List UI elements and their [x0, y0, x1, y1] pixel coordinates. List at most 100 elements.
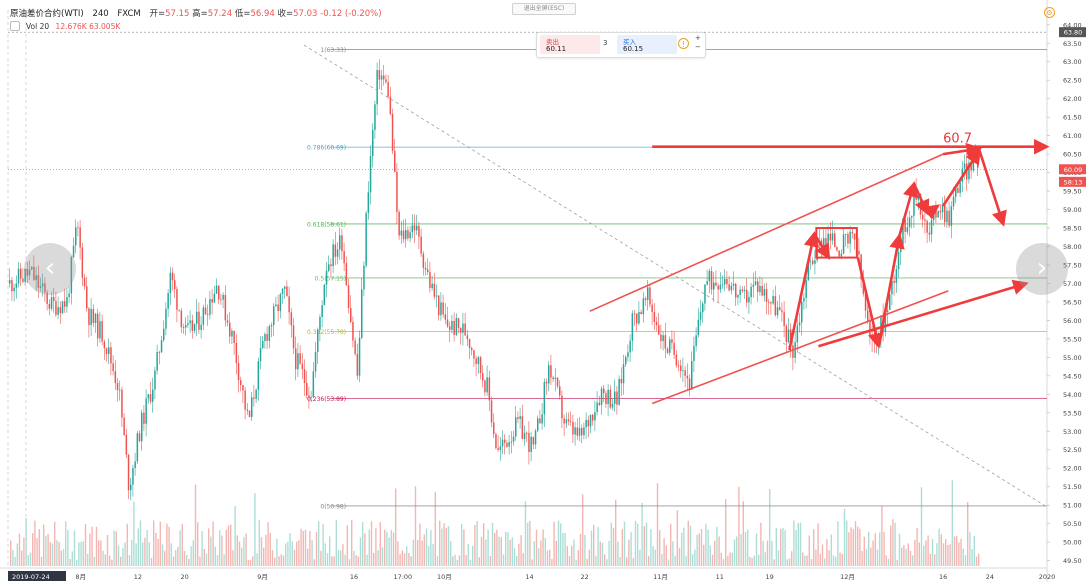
- sell-price: 60.11: [546, 45, 567, 53]
- candle-body: [391, 113, 394, 151]
- volume-bar: [463, 529, 465, 566]
- volume-bar: [452, 556, 454, 566]
- candle-body: [827, 233, 829, 245]
- exit-fullscreen-button[interactable]: 退出全屏(ESC): [512, 3, 576, 15]
- scroll-left-button[interactable]: ‹: [24, 243, 76, 295]
- candle-body: [59, 307, 62, 314]
- candle-body: [884, 312, 887, 333]
- volume-bar: [370, 521, 373, 566]
- sell-label: 卖出: [546, 38, 559, 46]
- volume-bar: [183, 551, 186, 566]
- volume-bar: [830, 534, 832, 566]
- volume-bar: [280, 554, 282, 566]
- candle-body: [862, 279, 865, 294]
- candle-body: [732, 283, 735, 286]
- volume-bar: [788, 558, 791, 566]
- annotation-label: 60.7: [943, 132, 972, 147]
- volume-bar: [34, 520, 36, 566]
- volume-bar: [643, 526, 645, 566]
- candle-body: [57, 307, 59, 315]
- candle-body: [220, 299, 222, 301]
- volume-bar: [131, 540, 133, 566]
- volume-bar: [553, 521, 555, 566]
- x-tick-label: 2019-07-24: [12, 573, 50, 581]
- volume-bar: [214, 546, 216, 566]
- volume-bar: [885, 555, 887, 566]
- volume-bar: [791, 551, 793, 566]
- volume-label[interactable]: Vol 20: [26, 22, 50, 31]
- fib-label: 0.382(55.70): [307, 329, 346, 336]
- volume-bar: [87, 553, 89, 566]
- volume-bar: [159, 521, 161, 566]
- visibility-icon[interactable]: [10, 21, 20, 31]
- candle-body: [130, 484, 132, 491]
- volume-bar: [663, 538, 665, 566]
- candle-body: [633, 313, 636, 315]
- candle-body: [24, 269, 26, 282]
- volume-bar: [665, 545, 667, 566]
- y-tick-label: 62.00: [1063, 95, 1082, 103]
- volume-bar: [412, 539, 414, 566]
- candle-body: [156, 351, 158, 371]
- buy-button[interactable]: 买入 60.15: [617, 35, 677, 54]
- candle-body: [770, 302, 772, 304]
- volume-bar: [870, 547, 872, 566]
- info-icon[interactable]: !: [678, 38, 689, 49]
- symbol-name[interactable]: 原油差价合约(WTI): [10, 9, 84, 19]
- candle-body: [488, 377, 491, 401]
- volume-bar: [318, 521, 320, 566]
- candle-body: [438, 295, 440, 316]
- scroll-right-button[interactable]: ›: [1016, 243, 1068, 295]
- volume-bar: [494, 532, 496, 566]
- candle-body: [39, 286, 42, 288]
- candle-body: [268, 326, 271, 341]
- candle-body: [809, 260, 812, 262]
- candle-body: [737, 295, 739, 298]
- interval-value[interactable]: 240: [92, 9, 109, 19]
- candle-body: [537, 418, 539, 431]
- candle-body: [713, 282, 715, 290]
- volume-bar: [210, 536, 212, 566]
- plus-minus-icon[interactable]: + −: [695, 34, 701, 52]
- candle-body: [352, 321, 354, 341]
- candle-body: [431, 283, 433, 289]
- candle-body: [845, 234, 847, 235]
- candle-body: [339, 235, 341, 250]
- minus-icon[interactable]: −: [695, 43, 701, 51]
- volume-bar: [753, 555, 755, 566]
- candle-body: [235, 343, 238, 364]
- sell-button[interactable]: 卖出 60.11: [540, 35, 600, 54]
- y-tick-label: 52.50: [1063, 446, 1082, 454]
- volume-bar: [612, 527, 615, 566]
- volume-bar: [135, 543, 137, 566]
- candle-body: [829, 233, 832, 241]
- settings-icon[interactable]: ⚙: [1044, 7, 1055, 18]
- volume-bar: [975, 556, 978, 566]
- candle-body: [37, 275, 40, 288]
- x-tick-label: 05:00: [68, 573, 87, 581]
- volume-bar: [623, 521, 626, 566]
- candle-body: [409, 232, 411, 239]
- candle-body: [669, 339, 671, 353]
- plus-icon[interactable]: +: [695, 34, 701, 42]
- volume-bar: [722, 559, 725, 566]
- volume-bar: [593, 524, 595, 566]
- volume-bar: [161, 544, 164, 566]
- candle-body: [246, 409, 249, 411]
- volume-bar: [450, 541, 452, 566]
- volume-bar: [769, 489, 771, 566]
- candle-body: [471, 347, 473, 351]
- volume-bar: [344, 554, 346, 566]
- candle-body: [341, 235, 343, 252]
- volume-bar: [469, 559, 472, 566]
- candle-body: [638, 311, 640, 324]
- volume-bar: [271, 550, 274, 566]
- volume-bar: [621, 529, 623, 566]
- candle-body: [48, 303, 51, 309]
- fib-label: 0(50.98): [320, 503, 346, 510]
- candle-body: [416, 225, 418, 231]
- volume-bar: [681, 532, 683, 566]
- candle-body: [785, 325, 788, 343]
- volume-bar: [533, 541, 535, 566]
